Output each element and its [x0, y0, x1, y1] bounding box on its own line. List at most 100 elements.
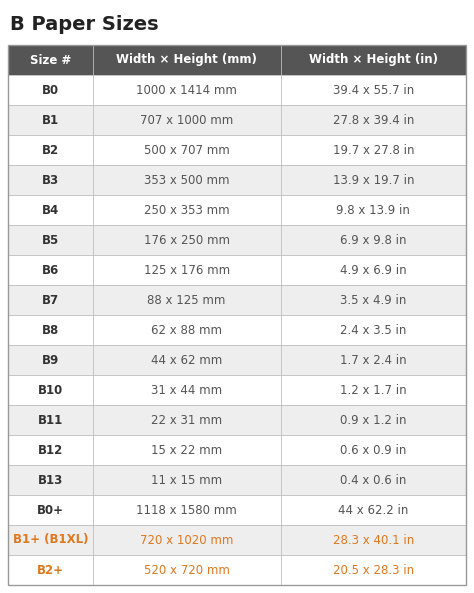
Text: Size #: Size #	[30, 53, 71, 66]
Bar	[93, 405, 281, 435]
Text: 707 x 1000 mm: 707 x 1000 mm	[140, 113, 233, 126]
Bar	[8, 255, 93, 285]
Text: 0.9 x 1.2 in: 0.9 x 1.2 in	[340, 413, 407, 426]
Bar	[93, 45, 281, 75]
Text: Width × Height (in): Width × Height (in)	[309, 53, 438, 66]
Text: B4: B4	[42, 203, 59, 216]
Text: B8: B8	[42, 324, 59, 336]
Bar	[93, 315, 281, 345]
Text: 4.9 x 6.9 in: 4.9 x 6.9 in	[340, 263, 407, 276]
Text: 31 x 44 mm: 31 x 44 mm	[151, 384, 222, 397]
Bar	[8, 465, 93, 495]
Bar	[281, 105, 466, 135]
Text: 1.7 x 2.4 in: 1.7 x 2.4 in	[340, 353, 407, 366]
Bar	[281, 405, 466, 435]
Bar	[93, 525, 281, 555]
Text: B3: B3	[42, 174, 59, 187]
Text: 11 x 15 mm: 11 x 15 mm	[151, 473, 222, 486]
Bar	[281, 315, 466, 345]
Bar	[281, 345, 466, 375]
Bar	[281, 255, 466, 285]
Text: 44 x 62.2 in: 44 x 62.2 in	[338, 503, 409, 517]
Bar	[281, 495, 466, 525]
Bar	[93, 165, 281, 195]
Bar	[8, 165, 93, 195]
Bar	[8, 135, 93, 165]
Text: 353 x 500 mm: 353 x 500 mm	[144, 174, 229, 187]
Text: 88 x 125 mm: 88 x 125 mm	[147, 294, 226, 307]
Bar	[281, 165, 466, 195]
Bar	[281, 45, 466, 75]
Text: B1+ (B1XL): B1+ (B1XL)	[13, 534, 88, 547]
Text: B9: B9	[42, 353, 59, 366]
Bar	[93, 495, 281, 525]
Bar	[93, 345, 281, 375]
Bar	[8, 45, 93, 75]
Text: B7: B7	[42, 294, 59, 307]
Bar	[93, 255, 281, 285]
Text: 250 x 353 mm: 250 x 353 mm	[144, 203, 229, 216]
Text: B2: B2	[42, 144, 59, 157]
Bar	[8, 495, 93, 525]
Text: 9.8 x 13.9 in: 9.8 x 13.9 in	[337, 203, 410, 216]
Text: 176 x 250 mm: 176 x 250 mm	[144, 234, 229, 247]
Text: B5: B5	[42, 234, 59, 247]
Text: 2.4 x 3.5 in: 2.4 x 3.5 in	[340, 324, 406, 336]
Text: 1118 x 1580 mm: 1118 x 1580 mm	[136, 503, 237, 517]
Text: B0+: B0+	[37, 503, 64, 517]
Bar	[281, 435, 466, 465]
Bar	[93, 135, 281, 165]
Bar	[93, 195, 281, 225]
Bar	[8, 555, 93, 585]
Bar	[281, 375, 466, 405]
Bar	[281, 525, 466, 555]
Bar	[281, 195, 466, 225]
Bar	[281, 225, 466, 255]
Bar	[93, 75, 281, 105]
Bar	[281, 135, 466, 165]
Bar	[8, 525, 93, 555]
Text: 28.3 x 40.1 in: 28.3 x 40.1 in	[333, 534, 414, 547]
Text: 20.5 x 28.3 in: 20.5 x 28.3 in	[333, 563, 414, 576]
Bar	[93, 435, 281, 465]
Text: B12: B12	[38, 444, 63, 457]
Bar	[8, 75, 93, 105]
Text: B0: B0	[42, 84, 59, 97]
Text: 520 x 720 mm: 520 x 720 mm	[144, 563, 229, 576]
Bar	[8, 405, 93, 435]
Bar	[8, 195, 93, 225]
Text: 39.4 x 55.7 in: 39.4 x 55.7 in	[333, 84, 414, 97]
Text: 0.6 x 0.9 in: 0.6 x 0.9 in	[340, 444, 406, 457]
Bar	[281, 285, 466, 315]
Text: 13.9 x 19.7 in: 13.9 x 19.7 in	[332, 174, 414, 187]
Text: 0.4 x 0.6 in: 0.4 x 0.6 in	[340, 473, 406, 486]
Text: 15 x 22 mm: 15 x 22 mm	[151, 444, 222, 457]
Text: 22 x 31 mm: 22 x 31 mm	[151, 413, 222, 426]
Bar	[93, 375, 281, 405]
Bar	[281, 555, 466, 585]
Text: 500 x 707 mm: 500 x 707 mm	[144, 144, 229, 157]
Text: Width × Height (mm): Width × Height (mm)	[116, 53, 257, 66]
Text: B11: B11	[38, 413, 63, 426]
Text: B1: B1	[42, 113, 59, 126]
Bar	[8, 105, 93, 135]
Text: 62 x 88 mm: 62 x 88 mm	[151, 324, 222, 336]
Bar	[8, 315, 93, 345]
Text: B6: B6	[42, 263, 59, 276]
Bar	[281, 465, 466, 495]
Text: 720 x 1020 mm: 720 x 1020 mm	[140, 534, 233, 547]
Bar	[8, 435, 93, 465]
Text: B10: B10	[38, 384, 63, 397]
Text: B2+: B2+	[37, 563, 64, 576]
Text: B13: B13	[38, 473, 63, 486]
Bar	[8, 375, 93, 405]
Text: 1.2 x 1.7 in: 1.2 x 1.7 in	[340, 384, 407, 397]
Text: 1000 x 1414 mm: 1000 x 1414 mm	[136, 84, 237, 97]
Bar	[93, 225, 281, 255]
Text: 125 x 176 mm: 125 x 176 mm	[144, 263, 230, 276]
Bar	[8, 285, 93, 315]
Bar	[93, 105, 281, 135]
Bar	[93, 465, 281, 495]
Text: 6.9 x 9.8 in: 6.9 x 9.8 in	[340, 234, 407, 247]
Bar	[93, 285, 281, 315]
